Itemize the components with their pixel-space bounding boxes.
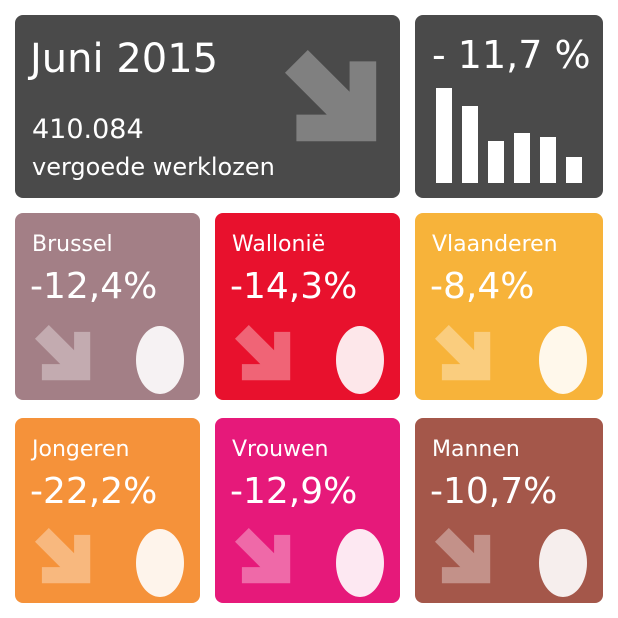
- summary-change: - 11,7 %: [432, 33, 591, 77]
- tile: Vlaanderen -8,4%: [415, 213, 603, 400]
- tile-change: -12,9%: [230, 471, 357, 512]
- tile-name: Jongeren: [30, 437, 129, 462]
- tile-name: Vrouwen: [232, 437, 329, 462]
- tile-name: Mannen: [432, 437, 520, 462]
- silhouette-icon: [336, 326, 384, 394]
- silhouette-icon: [539, 326, 587, 394]
- header-label: vergoede werklozen: [32, 153, 275, 181]
- tile-change: -14,3%: [230, 266, 357, 307]
- tile-change: -22,2%: [30, 471, 157, 512]
- bars-icon: [436, 88, 582, 183]
- silhouette-icon: [136, 326, 184, 394]
- tiles: Brussel -12,4% Wallonië -14,3% Vlaanderen -8,…: [15, 213, 603, 603]
- tile-name: Wallonië: [232, 232, 325, 257]
- tile: Vrouwen -12,9%: [215, 418, 400, 603]
- tile: Wallonië -14,3%: [215, 213, 400, 400]
- tile-change: -8,4%: [430, 266, 534, 307]
- header-count: 410.084: [32, 114, 144, 145]
- tile: Jongeren -22,2%: [15, 418, 200, 603]
- tile: Mannen -10,7%: [415, 418, 603, 603]
- tile-name: Brussel: [32, 232, 113, 257]
- tile-change: -10,7%: [430, 471, 557, 512]
- silhouette-icon: [539, 529, 587, 597]
- silhouette-icon: [136, 529, 184, 597]
- silhouette-icon: [336, 529, 384, 597]
- header-title: Juni 2015: [27, 36, 218, 82]
- tile-name: Vlaanderen: [432, 232, 558, 257]
- tile-change: -12,4%: [30, 266, 157, 307]
- tile: Brussel -12,4%: [15, 213, 200, 400]
